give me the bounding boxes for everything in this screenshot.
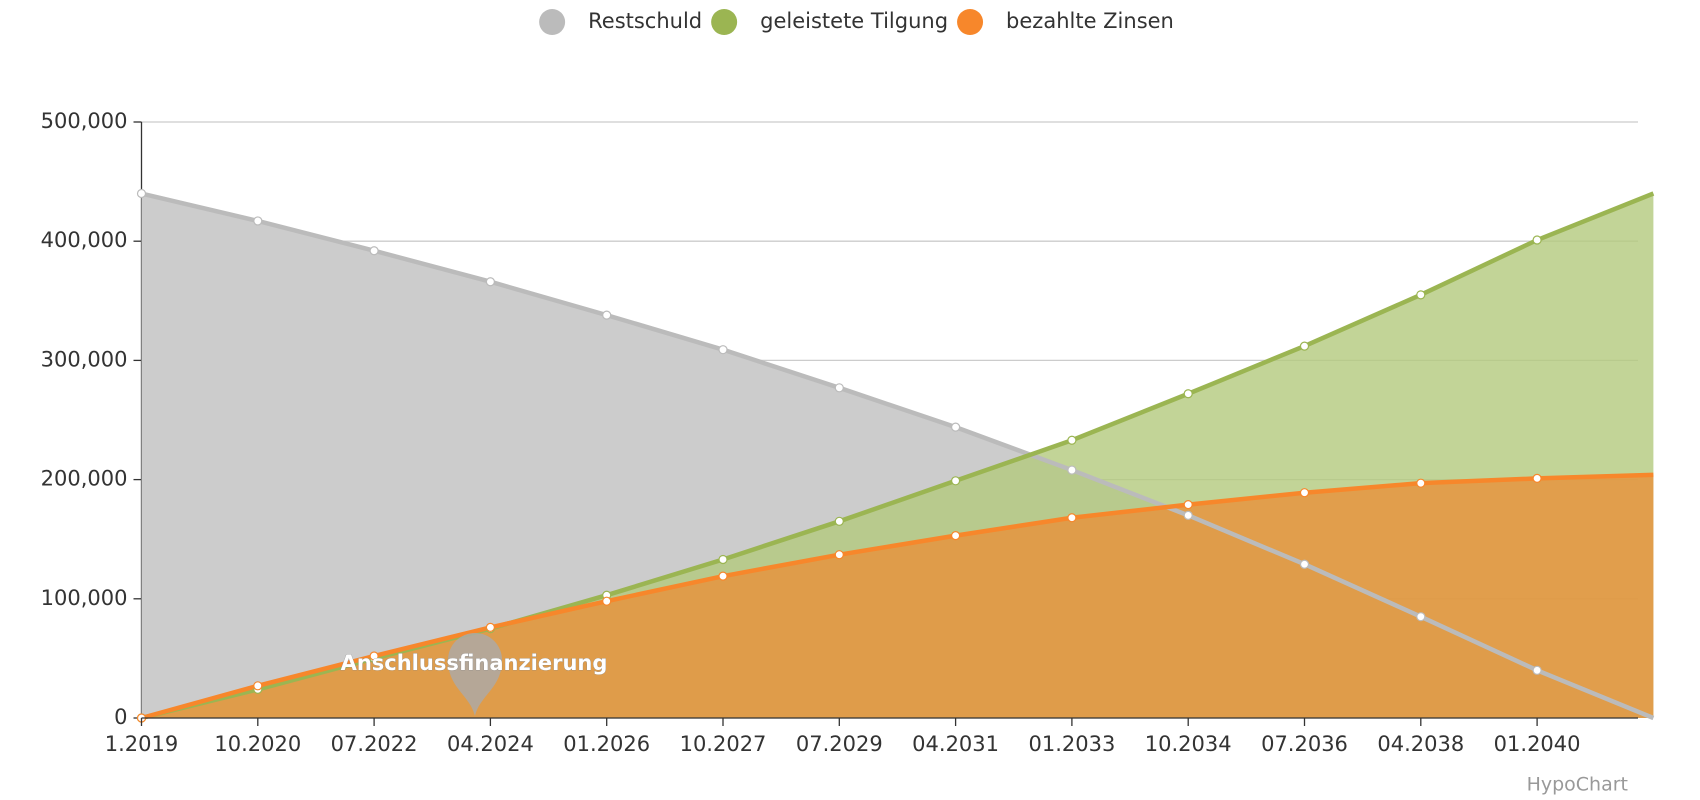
point bbox=[1299, 488, 1310, 498]
point bbox=[1299, 341, 1310, 351]
point bbox=[369, 246, 379, 256]
point bbox=[1532, 235, 1542, 245]
point bbox=[1183, 389, 1193, 399]
legend-label: Restschuld bbox=[588, 9, 702, 33]
point bbox=[485, 622, 495, 633]
annotation: Anschlussfinanzierung bbox=[340, 633, 608, 716]
point bbox=[834, 550, 844, 560]
point bbox=[718, 571, 728, 581]
point bbox=[1183, 510, 1193, 520]
point bbox=[834, 383, 844, 393]
point bbox=[718, 554, 728, 565]
point bbox=[253, 681, 263, 691]
point bbox=[1416, 612, 1426, 622]
x-tick-label: 04.2031 bbox=[912, 732, 999, 756]
legend-label: bezahlte Zinsen bbox=[1006, 9, 1174, 33]
x-tick-label: 07.2029 bbox=[796, 732, 883, 756]
legend-item[interactable]: Restschuld bbox=[539, 9, 702, 35]
annotation-label: Anschlussfinanzierung bbox=[341, 651, 608, 675]
point bbox=[602, 310, 612, 320]
legend-item[interactable]: geleistete Tilgung bbox=[711, 9, 948, 35]
point bbox=[950, 531, 961, 541]
y-tick-label: 400,000 bbox=[41, 228, 128, 252]
x-tick-label: 07.2036 bbox=[1261, 732, 1348, 756]
x-tick-label: 10.2034 bbox=[1145, 732, 1232, 756]
legend-swatch bbox=[957, 9, 984, 35]
x-tick-label: 01.2026 bbox=[563, 732, 650, 756]
point bbox=[718, 345, 728, 355]
y-tick-label: 200,000 bbox=[41, 467, 128, 491]
y-tick-label: 100,000 bbox=[41, 586, 128, 610]
y-tick-label: 500,000 bbox=[41, 109, 128, 133]
point bbox=[950, 476, 961, 486]
point bbox=[253, 216, 263, 226]
x-tick-label: 04.2024 bbox=[447, 732, 534, 756]
legend: Restschuld geleistete Tilgung bezahlte Zin… bbox=[539, 9, 1174, 35]
y-tick-label: 300,000 bbox=[41, 347, 128, 371]
point bbox=[1532, 473, 1542, 484]
line bbox=[140, 191, 1655, 721]
point bbox=[1067, 465, 1077, 475]
credit[interactable]: HypoChart bbox=[1527, 774, 1628, 796]
point bbox=[1416, 478, 1426, 488]
legend-item[interactable]: bezahlte Zinsen bbox=[957, 9, 1174, 35]
annotation-pin bbox=[448, 633, 502, 716]
x-tick-label: 01.2033 bbox=[1028, 732, 1115, 756]
x-tick-label: 1.2019 bbox=[105, 732, 178, 756]
point bbox=[1183, 500, 1193, 510]
point bbox=[834, 516, 844, 526]
x-tick-label: 10.2020 bbox=[214, 732, 301, 756]
point bbox=[136, 188, 147, 199]
point bbox=[1299, 559, 1310, 569]
legend-swatch bbox=[711, 9, 738, 35]
plot-area: 0 100,000 200,000 300,000 400,000 500,000 1.20… bbox=[41, 109, 1655, 756]
legend-swatch bbox=[539, 9, 566, 35]
point bbox=[485, 277, 495, 287]
x-tick-label: 10.2027 bbox=[680, 732, 767, 756]
point bbox=[950, 422, 961, 432]
point bbox=[1067, 435, 1077, 445]
x-tick-label: 07.2022 bbox=[331, 732, 418, 756]
y-tick-label: 0 bbox=[114, 705, 127, 729]
point bbox=[1532, 665, 1542, 675]
area bbox=[141, 474, 1654, 718]
point bbox=[602, 596, 612, 606]
point bbox=[369, 651, 379, 661]
line bbox=[140, 472, 1654, 721]
legend-label: geleistete Tilgung bbox=[760, 9, 948, 33]
x-tick-label: 04.2038 bbox=[1377, 732, 1464, 756]
point bbox=[1067, 513, 1077, 523]
x-tick-label: 01.2040 bbox=[1494, 732, 1581, 756]
point bbox=[1416, 290, 1426, 300]
